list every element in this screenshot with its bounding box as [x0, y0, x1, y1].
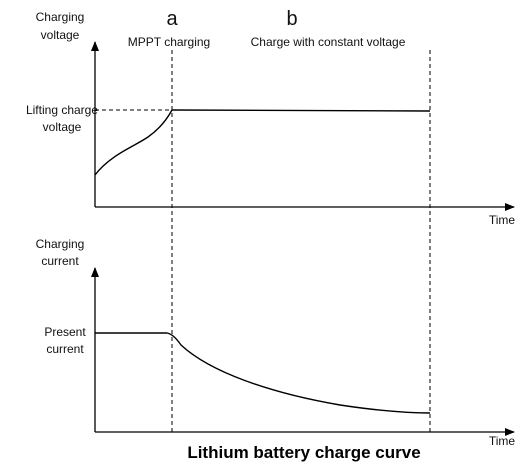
voltage-axis-label-line2: voltage [41, 28, 80, 42]
present-current-label-line1: Present [44, 325, 86, 339]
voltage-rising-curve [94, 109, 173, 176]
lifting-charge-label-line1: Lifting charge [26, 103, 98, 117]
current-decay-curve [166, 332, 431, 414]
voltage-constant-line [171, 109, 431, 112]
phase-a-label: MPPT charging [128, 35, 210, 49]
diagram-title: Lithium battery charge curve [187, 443, 420, 462]
current-time-label: Time [489, 434, 516, 448]
voltage-axis-label-line1: Charging [36, 10, 85, 24]
phase-a-letter: a [166, 8, 178, 30]
phase-b-letter: b [286, 8, 297, 30]
current-axis-label-line2: current [41, 254, 79, 268]
current-axis-label-line1: Charging [36, 237, 85, 251]
lifting-charge-label-line2: voltage [43, 120, 82, 134]
present-current-label-line2: current [46, 342, 84, 356]
phase-b-label: Charge with constant voltage [251, 35, 406, 49]
voltage-time-label: Time [489, 213, 516, 227]
